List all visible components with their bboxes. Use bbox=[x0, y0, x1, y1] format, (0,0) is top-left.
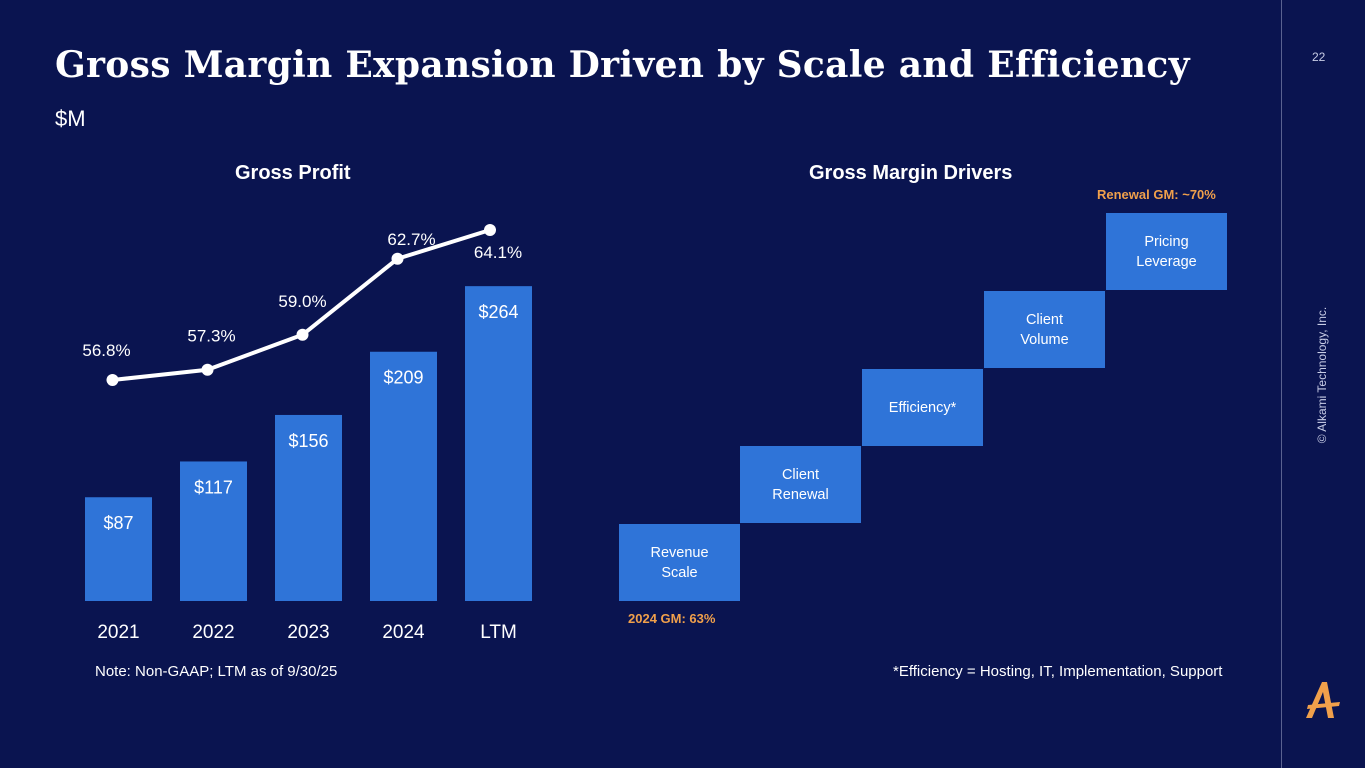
margin-label: 62.7% bbox=[387, 230, 435, 249]
copyright-text: © Alkami Technology, Inc. bbox=[1315, 306, 1329, 444]
chart-title: Gross Profit bbox=[235, 162, 351, 184]
x-tick-label: 2024 bbox=[382, 622, 425, 643]
margin-label: 57.3% bbox=[187, 327, 235, 346]
bar-value-label: $156 bbox=[288, 431, 328, 451]
margin-point bbox=[484, 224, 496, 236]
chart-note: Note: Non-GAAP; LTM as of 9/30/25 bbox=[95, 663, 338, 680]
bar bbox=[85, 497, 152, 601]
margin-label: 56.8% bbox=[82, 341, 130, 360]
bar-value-label: $264 bbox=[478, 302, 518, 322]
page-number: 22 bbox=[1312, 50, 1326, 64]
drivers-title: Gross Margin Drivers bbox=[809, 162, 1013, 184]
gross-profit-chart: $87 2021 $117 2022 $156 2023 $209 2024 $264 LTM 56… bbox=[82, 224, 532, 643]
bar bbox=[465, 286, 532, 601]
bar-value-label: $87 bbox=[103, 513, 133, 533]
margin-point bbox=[201, 363, 214, 376]
step-client-volume: Client Volume bbox=[984, 291, 1105, 368]
bar bbox=[275, 414, 342, 601]
bar-value-label: $117 bbox=[194, 477, 233, 497]
x-tick-label: LTM bbox=[480, 622, 517, 643]
step-efficiency: Efficiency* bbox=[862, 369, 983, 446]
units-label: $M bbox=[55, 106, 86, 131]
gm-2024-label: 2024 GM: 63% bbox=[628, 611, 716, 626]
bar-value-label: $209 bbox=[383, 368, 423, 388]
step-pricing-leverage: Pricing Leverage bbox=[1106, 213, 1227, 290]
x-tick-label: 2022 bbox=[192, 622, 234, 643]
page-title: Gross Margin Expansion Driven by Scale a… bbox=[55, 44, 1190, 86]
bar bbox=[370, 351, 437, 601]
renewal-gm-label: Renewal GM: ~70% bbox=[1097, 187, 1216, 202]
x-tick-label: 2023 bbox=[287, 622, 329, 643]
margin-point bbox=[296, 328, 309, 341]
efficiency-footnote: *Efficiency = Hosting, IT, Implementatio… bbox=[893, 663, 1223, 680]
margin-label: 64.1% bbox=[474, 243, 522, 262]
step-revenue-scale: Revenue Scale bbox=[619, 524, 740, 601]
margin-label: 59.0% bbox=[278, 292, 326, 311]
margin-point bbox=[391, 252, 404, 265]
margin-point bbox=[106, 374, 119, 386]
step-client-renewal: Client Renewal bbox=[740, 446, 861, 523]
x-tick-label: 2021 bbox=[97, 622, 139, 643]
alkami-logo-icon bbox=[1306, 682, 1340, 718]
bar bbox=[180, 461, 247, 601]
divider-line bbox=[1281, 0, 1282, 768]
